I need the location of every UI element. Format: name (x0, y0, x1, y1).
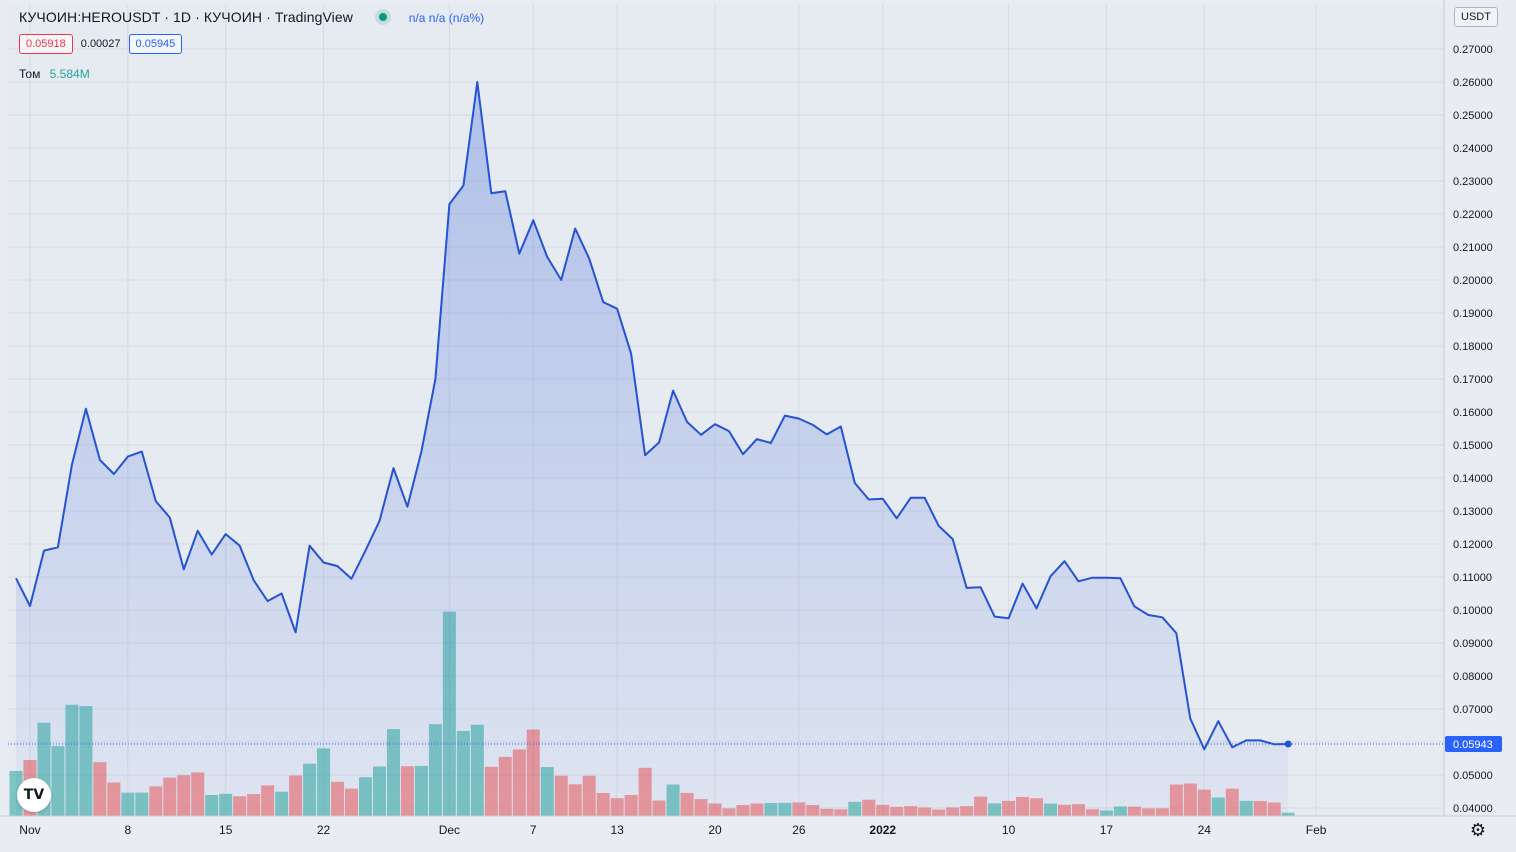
last-price-label: 0.05943 (1453, 739, 1493, 751)
time-tick-label: 8 (124, 823, 131, 837)
volume-legend[interactable]: Том 5.584M (19, 67, 90, 81)
time-tick-label: 7 (530, 823, 537, 837)
symbol-legend[interactable]: КУЧОИН:HEROUSDT · 1D · КУЧОИН · TradingV… (19, 9, 484, 25)
price-tick-label: 0.14000 (1453, 473, 1493, 485)
time-tick-label: 22 (317, 823, 331, 837)
price-line (15, 81, 1289, 751)
time-tick-label: 26 (792, 823, 806, 837)
volume-value: 5.584M (49, 67, 90, 81)
symbol-title[interactable]: КУЧОИН:HEROUSDT · 1D · КУЧОИН · TradingV… (19, 9, 353, 25)
price-tick-label: 0.07000 (1453, 704, 1493, 716)
spread-value: 0.00027 (80, 38, 121, 50)
time-tick-label: 20 (708, 823, 722, 837)
price-tick-label: 0.09000 (1453, 638, 1493, 650)
price-tick-label: 0.26000 (1453, 77, 1493, 89)
time-tick-label: Nov (19, 823, 40, 837)
price-tick-label: 0.04000 (1453, 803, 1493, 815)
price-tick-label: 0.16000 (1453, 407, 1493, 419)
time-tick-label: Feb (1306, 823, 1327, 837)
time-tick-label: 15 (219, 823, 233, 837)
time-tick-label: 24 (1198, 823, 1212, 837)
time-tick-label: 10 (1002, 823, 1016, 837)
gear-icon[interactable]: ⚙ (1469, 820, 1486, 840)
price-tick-label: 0.27000 (1453, 44, 1493, 56)
volume-label: Том (19, 67, 41, 81)
price-tick-label: 0.15000 (1453, 440, 1493, 452)
price-tick-label: 0.18000 (1453, 341, 1493, 353)
market-status-icon (378, 13, 387, 21)
last-price-marker (1284, 740, 1292, 748)
time-tick-label: Dec (439, 823, 460, 837)
price-tick-label: 0.24000 (1453, 143, 1493, 155)
time-tick-label: 13 (610, 823, 624, 837)
price-tick-label: 0.25000 (1453, 110, 1493, 122)
price-tick-label: 0.13000 (1453, 506, 1493, 518)
currency-unit-button[interactable]: USDT (1454, 7, 1498, 27)
price-tick-label: 0.05000 (1453, 770, 1493, 782)
price-tick-label: 0.22000 (1453, 209, 1493, 221)
ohlc-status: n/a n/a (n/a%) (408, 11, 485, 25)
time-tick-label: 2022 (869, 823, 896, 837)
tradingview-logo-icon[interactable]: TV (17, 778, 51, 812)
price-tick-label: 0.19000 (1453, 308, 1493, 320)
price-tick-label: 0.23000 (1453, 176, 1493, 188)
price-tick-label: 0.11000 (1453, 572, 1492, 584)
time-tick-label: 17 (1100, 823, 1114, 837)
price-tick-label: 0.12000 (1453, 539, 1493, 551)
sell-price-button[interactable]: 0.05918 (19, 34, 73, 54)
price-tick-label: 0.08000 (1453, 671, 1493, 683)
price-tick-label: 0.10000 (1453, 605, 1493, 617)
bid-ask-panel: 0.05918 0.00027 0.05945 (19, 34, 183, 54)
price-tick-label: 0.20000 (1453, 275, 1493, 287)
price-tick-label: 0.17000 (1453, 374, 1493, 386)
price-tick-label: 0.21000 (1453, 242, 1493, 254)
last-price-tag (1445, 735, 1502, 752)
price-axis-labels: 0.27000 0.26000 0.25000 0.24000 0.23000 0.220… (1453, 44, 1493, 815)
time-axis-labels: Nov 8 15 22 Dec 7 13 20 26 2022 10 17 24 Feb (19, 823, 1326, 837)
buy-price-button[interactable]: 0.05945 (128, 34, 183, 54)
